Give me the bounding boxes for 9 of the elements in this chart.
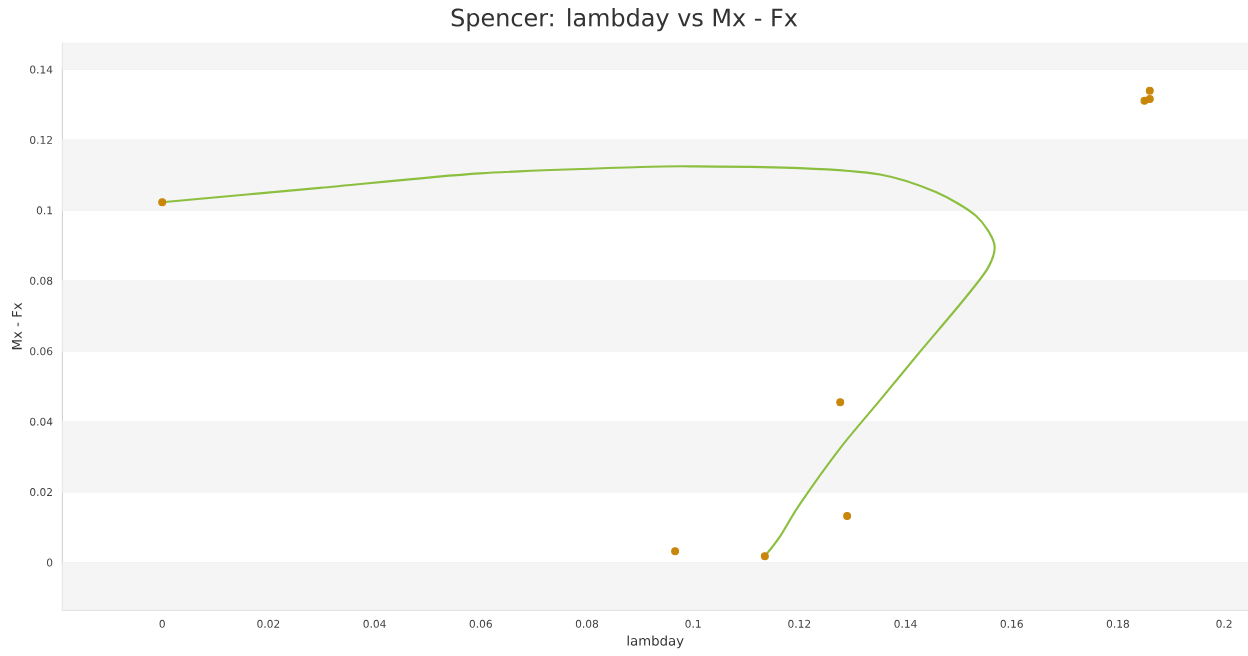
- point: [760, 552, 769, 561]
- point: [843, 512, 852, 521]
- line-series: [161, 165, 996, 558]
- point: [1145, 95, 1154, 104]
- point: [158, 198, 167, 207]
- chart-title: Spencer: lambday vs Mx - Fx: [451, 8, 798, 32]
- point: [671, 547, 680, 556]
- point: [1145, 86, 1154, 95]
- point: [836, 398, 845, 407]
